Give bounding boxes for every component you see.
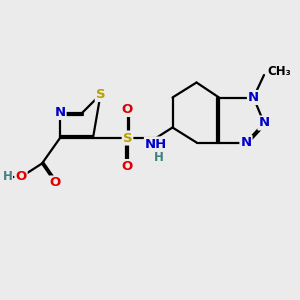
Text: CH₃: CH₃ [267, 65, 291, 78]
Text: N: N [240, 136, 252, 149]
Text: NH: NH [145, 137, 167, 151]
Text: S: S [96, 88, 105, 101]
Text: N: N [258, 116, 270, 130]
Text: N: N [54, 106, 66, 119]
Text: H: H [154, 151, 163, 164]
Text: O: O [122, 103, 133, 116]
Text: H: H [3, 170, 12, 184]
Text: S: S [123, 131, 132, 145]
Text: N: N [248, 91, 259, 104]
Text: O: O [15, 170, 27, 184]
Text: O: O [50, 176, 61, 190]
Text: O: O [122, 160, 133, 173]
